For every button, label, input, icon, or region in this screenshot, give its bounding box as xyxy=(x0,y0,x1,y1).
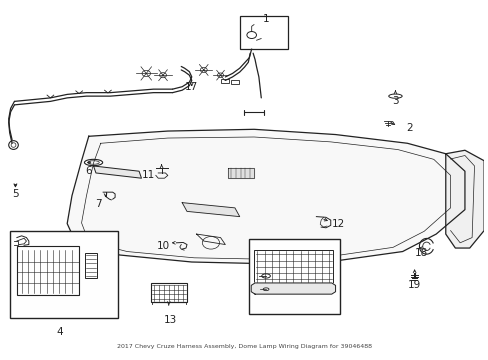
Text: 2: 2 xyxy=(406,122,412,132)
Text: 19: 19 xyxy=(407,280,420,290)
Text: 7: 7 xyxy=(95,199,102,210)
Text: 14: 14 xyxy=(314,282,327,292)
Polygon shape xyxy=(251,283,335,294)
Text: 12: 12 xyxy=(331,219,344,229)
Text: 4: 4 xyxy=(57,327,63,337)
Bar xyxy=(17,246,79,295)
Text: 16: 16 xyxy=(266,299,279,309)
Text: 9: 9 xyxy=(109,273,116,283)
Bar xyxy=(239,16,287,49)
Bar xyxy=(221,79,229,83)
Text: 18: 18 xyxy=(414,248,427,258)
Text: 1: 1 xyxy=(262,14,269,24)
Bar xyxy=(249,239,340,314)
Text: 6: 6 xyxy=(85,166,92,176)
Text: 13: 13 xyxy=(163,315,177,325)
Text: 17: 17 xyxy=(185,82,198,93)
Bar xyxy=(231,80,238,84)
Text: 2017 Chevy Cruze Harness Assembly, Dome Lamp Wiring Diagram for 39046488: 2017 Chevy Cruze Harness Assembly, Dome … xyxy=(117,344,371,349)
Polygon shape xyxy=(227,168,254,178)
Bar xyxy=(10,231,117,318)
Bar xyxy=(151,283,186,302)
Polygon shape xyxy=(67,129,464,264)
Polygon shape xyxy=(445,150,483,248)
Polygon shape xyxy=(182,203,239,217)
Polygon shape xyxy=(93,166,141,178)
Text: 10: 10 xyxy=(156,241,169,251)
Text: 3: 3 xyxy=(391,96,398,106)
Text: 11: 11 xyxy=(142,170,155,180)
Bar xyxy=(254,250,332,283)
Text: 15: 15 xyxy=(266,274,279,284)
Text: 5: 5 xyxy=(12,189,19,199)
Text: 8: 8 xyxy=(109,239,116,249)
Bar xyxy=(85,253,97,278)
